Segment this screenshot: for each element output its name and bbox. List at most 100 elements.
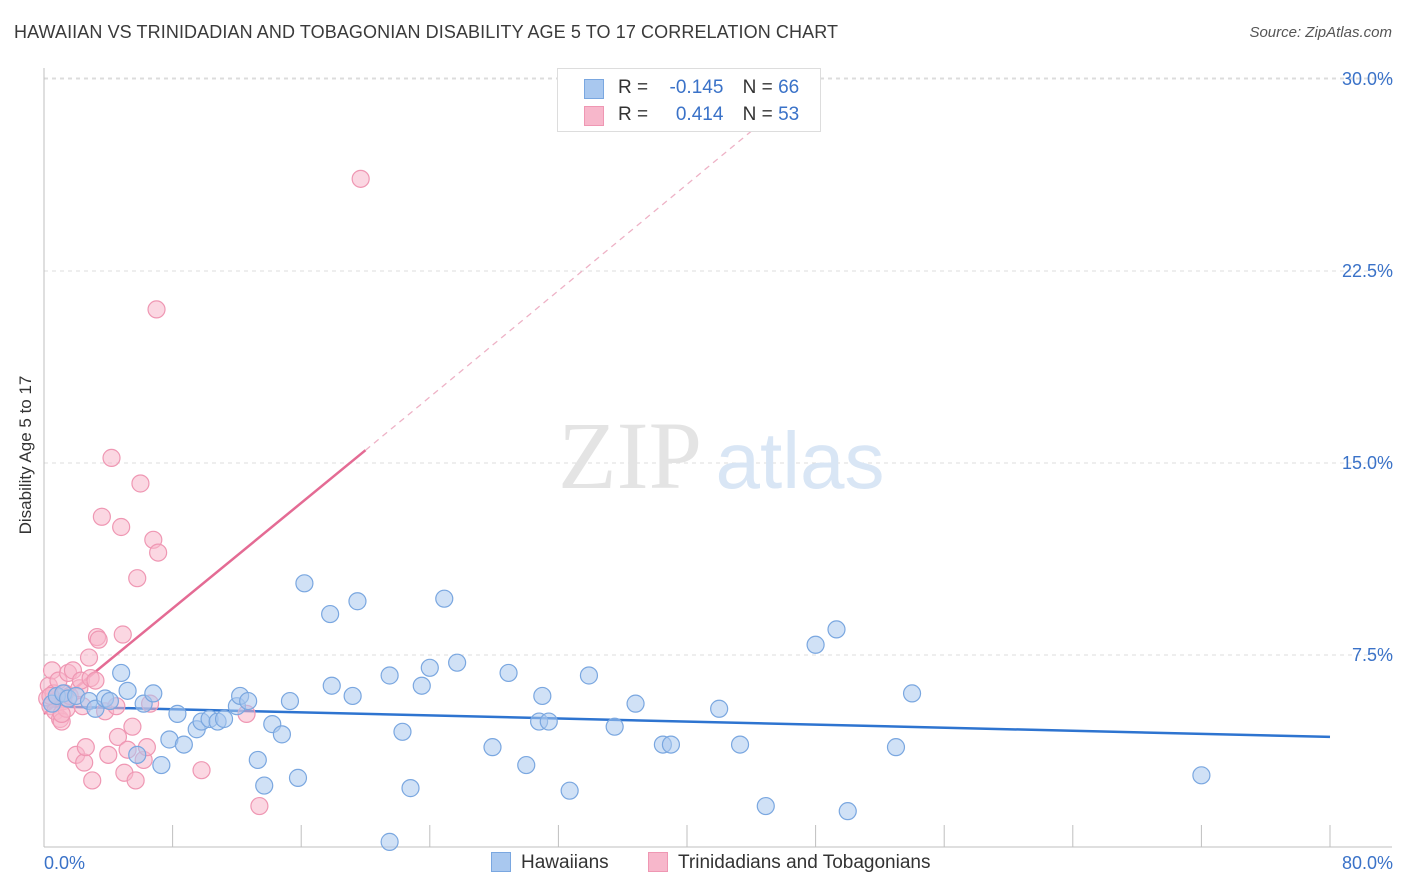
point-hawaiian	[152, 755, 171, 775]
point-trinidadian	[149, 543, 168, 562]
trend-line-hawaiians	[43, 704, 1331, 739]
point-hawaiian	[838, 802, 857, 821]
point-trinidadian	[89, 630, 108, 649]
point-trinidadian	[102, 448, 121, 467]
chart-title: HAWAIIAN VS TRINIDADIAN AND TOBAGONIAN D…	[14, 22, 839, 42]
legend-n-label: N =	[742, 77, 773, 98]
bottom-legend-hawaiians: Hawaiians	[491, 852, 609, 874]
point-trinidadian	[75, 753, 94, 772]
point-hawaiian	[112, 663, 131, 683]
legend-n-label: N =	[742, 104, 773, 125]
legend-swatch-blue	[584, 79, 604, 99]
tick-labels: 7.5% 15.0% 22.5% 30.0% 0.0% 80.0%	[44, 69, 1393, 873]
bottom-legend-swatch-pink	[648, 852, 668, 872]
point-hawaiian	[420, 658, 439, 677]
stats-legend: R = -0.145 N = 66 R = 0.414 N = 53	[557, 68, 821, 132]
point-hawaiian	[533, 686, 552, 706]
point-trinidadian	[99, 745, 118, 764]
legend-r-label: R =	[618, 77, 649, 98]
point-hawaiian	[322, 676, 341, 695]
legend-n-value: 53	[778, 104, 800, 125]
point-hawaiian	[380, 832, 399, 851]
point-hawaiian	[321, 604, 340, 624]
point-trinidadian	[113, 625, 132, 644]
point-hawaiian	[756, 796, 775, 816]
point-hawaiian	[348, 592, 367, 611]
point-hawaiian	[626, 694, 645, 713]
point-hawaiian	[560, 781, 579, 800]
point-trinidadian	[131, 474, 150, 493]
bottom-legend-label: Hawaiians	[521, 852, 609, 873]
legend-r-value: 0.414	[675, 104, 724, 125]
point-hawaiian	[539, 712, 558, 731]
point-hawaiian	[144, 684, 163, 703]
point-hawaiian	[393, 722, 412, 741]
point-trinidadian	[250, 796, 269, 816]
y-tick-label: 15.0%	[1342, 453, 1393, 473]
point-hawaiian	[448, 653, 467, 672]
point-trinidadian	[79, 648, 99, 667]
point-hawaiian	[412, 676, 431, 695]
trend-line-trinidadians-extension	[365, 104, 784, 451]
legend-r-label: R =	[618, 104, 649, 125]
point-hawaiian	[1192, 766, 1211, 785]
point-hawaiian	[710, 699, 729, 718]
point-hawaiian	[517, 755, 536, 775]
y-axis-label: Disability Age 5 to 17	[16, 375, 35, 535]
point-hawaiian	[827, 620, 846, 639]
point-hawaiian	[280, 691, 300, 711]
point-hawaiian	[343, 686, 362, 706]
point-trinidadian	[92, 507, 111, 526]
series-hawaiians	[42, 574, 1211, 851]
point-trinidadian	[192, 761, 211, 780]
point-hawaiian	[255, 776, 274, 795]
legend-swatch-pink	[584, 106, 604, 126]
point-hawaiian	[295, 574, 314, 593]
legend-r-value: -0.145	[669, 77, 724, 98]
grid-lines	[44, 77, 1392, 656]
point-trinidadian	[123, 717, 142, 736]
source-label: Source: ZipAtlas.com	[1249, 24, 1392, 41]
y-tick-label: 22.5%	[1342, 261, 1393, 281]
point-hawaiian	[288, 768, 308, 787]
watermark-zip: ZIP	[558, 402, 702, 509]
x-tick-label: 0.0%	[44, 853, 85, 873]
axes	[43, 68, 1392, 848]
point-hawaiian	[100, 691, 120, 711]
point-trinidadian	[86, 671, 105, 690]
point-hawaiian	[661, 735, 681, 754]
watermark: ZIP atlas	[558, 402, 884, 509]
point-trinidadian	[126, 771, 145, 790]
bottom-legend-trinidadians: Trinidadians and Tobagonians	[648, 852, 930, 874]
point-hawaiian	[605, 717, 624, 736]
point-hawaiian	[483, 738, 502, 757]
point-trinidadian	[76, 738, 95, 757]
point-hawaiian	[499, 663, 518, 683]
y-tick-label: 30.0%	[1342, 69, 1393, 89]
point-trinidadian	[83, 771, 102, 790]
point-hawaiian	[174, 735, 193, 754]
point-hawaiian	[730, 735, 750, 754]
trend-lines	[43, 104, 1331, 739]
point-hawaiian	[435, 589, 454, 608]
watermark-atlas: atlas	[716, 416, 885, 505]
point-hawaiian	[806, 635, 825, 654]
bottom-legend-label: Trinidadians and Tobagonians	[678, 852, 931, 873]
point-hawaiian	[886, 738, 906, 757]
trend-line-trinidadians	[43, 449, 367, 715]
point-hawaiian	[214, 709, 234, 729]
point-hawaiian	[168, 704, 187, 723]
point-hawaiian	[128, 745, 147, 764]
legend-n-value: 66	[778, 77, 800, 98]
point-trinidadian	[147, 300, 166, 319]
point-trinidadian	[108, 727, 128, 747]
point-trinidadian	[128, 569, 147, 588]
point-hawaiian	[401, 779, 420, 798]
point-hawaiian	[239, 691, 258, 711]
point-trinidadian	[351, 169, 370, 188]
x-tick-label: 80.0%	[1342, 853, 1393, 873]
point-hawaiian	[902, 684, 922, 703]
point-trinidadian	[112, 517, 131, 537]
point-hawaiian	[272, 725, 292, 744]
point-hawaiian	[579, 666, 599, 685]
